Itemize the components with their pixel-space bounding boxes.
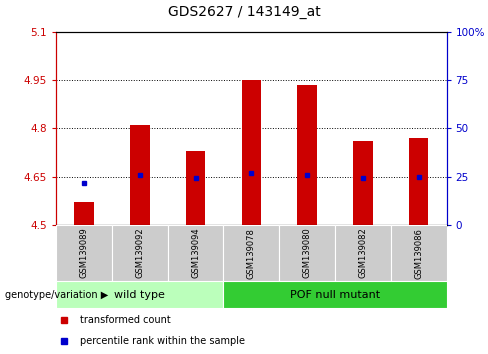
Bar: [56, 225, 112, 281]
Bar: [74, 202, 94, 225]
Text: GSM139089: GSM139089: [80, 228, 88, 279]
Bar: [242, 80, 261, 225]
Text: GSM139080: GSM139080: [303, 228, 312, 279]
Bar: [168, 225, 224, 281]
Text: GSM139078: GSM139078: [247, 228, 256, 279]
Bar: [224, 225, 279, 281]
Bar: [335, 225, 391, 281]
Text: GSM139092: GSM139092: [135, 228, 144, 279]
Bar: [112, 225, 168, 281]
Bar: [409, 138, 428, 225]
Text: genotype/variation ▶: genotype/variation ▶: [5, 290, 108, 300]
Bar: [279, 225, 335, 281]
Text: transformed count: transformed count: [80, 315, 170, 325]
Bar: [353, 141, 373, 225]
Text: POF null mutant: POF null mutant: [290, 290, 380, 300]
Text: GSM139094: GSM139094: [191, 228, 200, 279]
Bar: [297, 85, 317, 225]
Bar: [130, 125, 149, 225]
Text: GSM139082: GSM139082: [358, 228, 367, 279]
Bar: [56, 281, 224, 308]
Text: GDS2627 / 143149_at: GDS2627 / 143149_at: [167, 5, 321, 19]
Bar: [391, 225, 447, 281]
Text: wild type: wild type: [114, 290, 165, 300]
Bar: [186, 151, 205, 225]
Text: GSM139086: GSM139086: [414, 228, 423, 279]
Text: percentile rank within the sample: percentile rank within the sample: [80, 336, 244, 346]
Bar: [224, 281, 447, 308]
